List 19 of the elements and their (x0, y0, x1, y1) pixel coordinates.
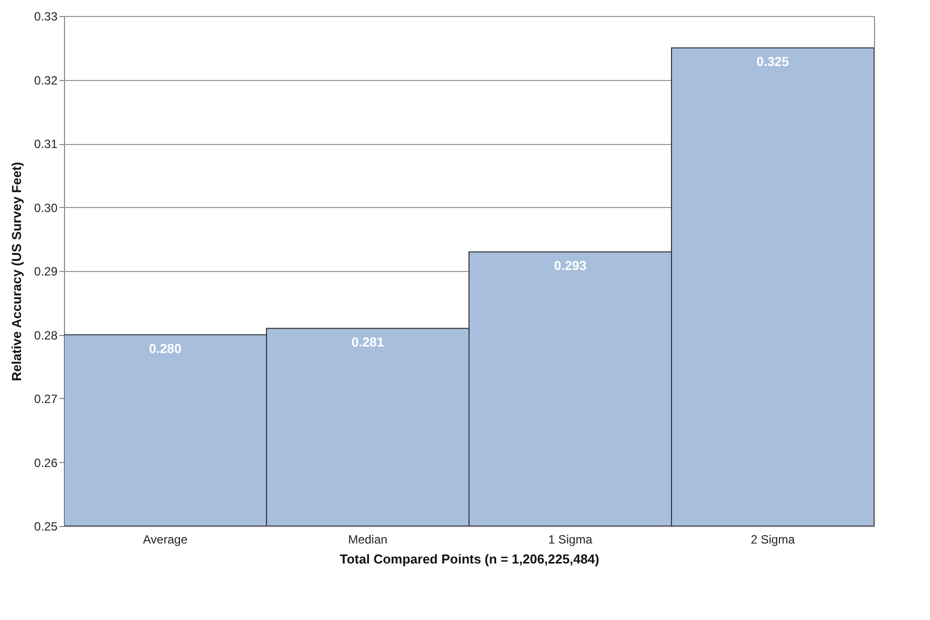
y-tick-label: 0.32 (34, 73, 58, 88)
x-tick-label: 2 Sigma (750, 532, 796, 546)
y-tick-label: 0.26 (34, 456, 58, 470)
y-tick-label: 0.25 (34, 520, 58, 534)
x-tick-label: 1 Sigma (548, 532, 593, 546)
data-label: 0.281 (351, 334, 384, 350)
x-tick-label: Median (348, 532, 388, 546)
data-label: 0.280 (148, 340, 182, 356)
y-axis-title: Relative Accuracy (US Survey Feet) (9, 162, 24, 382)
x-axis-title: Total Compared Points (n = 1,206,225,484) (340, 552, 600, 566)
x-tick-label: Average (143, 532, 188, 546)
y-tick-label: 0.33 (34, 10, 58, 24)
y-tick-label: 0.28 (34, 328, 58, 342)
data-label: 0.293 (554, 258, 587, 273)
y-tick-label: 0.29 (34, 264, 58, 278)
y-tick-label: 0.31 (34, 137, 58, 151)
data-label: 0.325 (756, 54, 790, 69)
y-tick-label: 0.30 (34, 200, 58, 215)
y-tick-label: 0.27 (34, 392, 58, 406)
